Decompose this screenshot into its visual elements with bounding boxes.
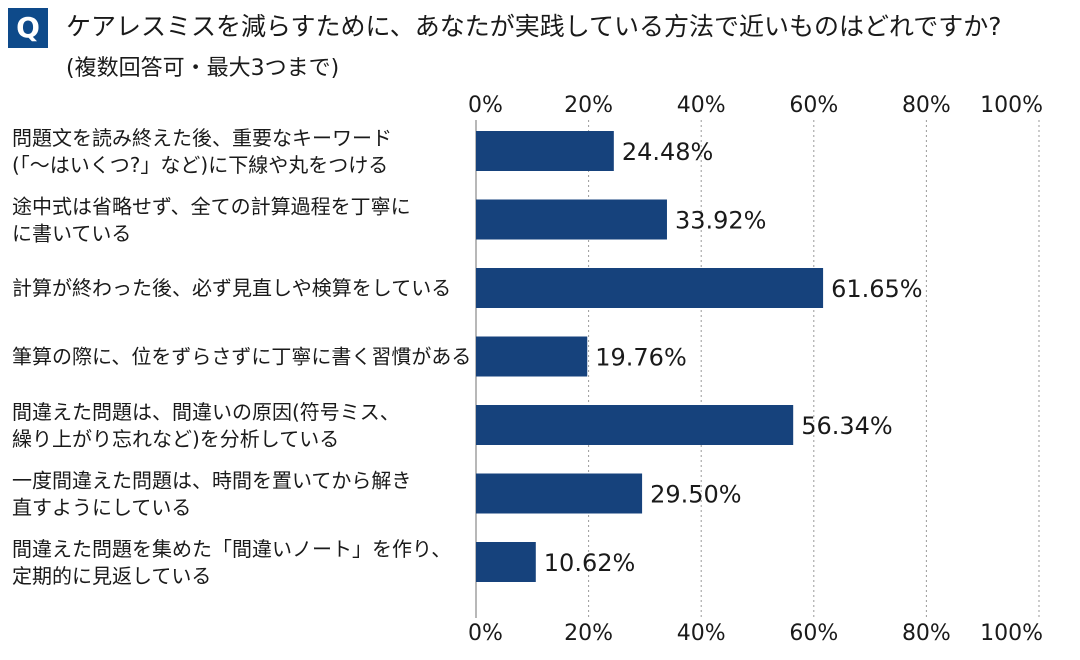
category-label: 間違えた問題は、間違いの原因(符号ミス、繰り上がり忘れなど)を分析している [12, 400, 400, 451]
tick-label-top: 100% [980, 93, 1043, 118]
category-label-line: 一度間違えた問題は、時間を置いてから解き [12, 469, 411, 493]
value-label: 10.62% [544, 549, 636, 577]
category-label: 途中式は省略せず、全ての計算過程を丁寧にに書いている [12, 195, 411, 246]
bar [476, 473, 643, 514]
question-subtitle: (複数回答可・最大3つまで) [66, 56, 340, 81]
value-label: 24.48% [622, 138, 714, 166]
tick-label-bottom: 80% [902, 621, 951, 646]
bar [476, 199, 667, 240]
category-label: 計算が終わった後、必ず見直しや検算をしている [12, 276, 451, 300]
tick-label-top: 80% [902, 93, 951, 118]
tick-label-bottom: 20% [564, 621, 613, 646]
value-label: 29.50% [650, 481, 742, 509]
tick-label-bottom: 60% [789, 621, 838, 646]
category-label: 間違えた問題を集めた「間違いノート」を作り、定期的に見返している [12, 537, 451, 588]
bar [476, 542, 536, 582]
question-badge: Q [8, 8, 48, 48]
tick-label-top: 40% [677, 93, 726, 118]
bar [476, 336, 588, 377]
value-label: 61.65% [831, 275, 923, 303]
question-title: ケアレスミスを減らすために、あなたが実践している方法で近いものはどれですか? [66, 12, 1002, 41]
bar [476, 131, 614, 171]
category-label-line: 筆算の際に、位をずらさずに丁寧に書く習慣がある [12, 345, 471, 369]
category-label-line: 問題文を読み終えた後、重要なキーワード [12, 126, 392, 150]
tick-label-bottom: 0% [468, 621, 503, 646]
bar [476, 268, 824, 308]
category-label-line: に書いている [12, 222, 131, 246]
bar [476, 405, 794, 445]
category-label: 一度間違えた問題は、時間を置いてから解き直すようにしている [12, 469, 411, 520]
value-label: 19.76% [595, 344, 687, 372]
category-label-line: 間違えた問題を集めた「間違いノート」を作り、 [12, 537, 451, 561]
tick-label-top: 20% [564, 93, 613, 118]
category-label-line: 途中式は省略せず、全ての計算過程を丁寧に [12, 195, 411, 219]
tick-label-top: 0% [468, 93, 503, 118]
value-label: 56.34% [801, 412, 893, 440]
value-label: 33.92% [675, 207, 767, 235]
category-label-line: 繰り上がり忘れなど)を分析している [12, 427, 339, 451]
category-label-line: (「〜はいくつ?」など)に下線や丸をつける [12, 153, 388, 177]
category-label: 筆算の際に、位をずらさずに丁寧に書く習慣がある [12, 345, 471, 369]
category-label: 問題文を読み終えた後、重要なキーワード (「〜はいくつ?」など)に下線や丸をつける [12, 126, 392, 177]
tick-label-bottom: 100% [980, 621, 1043, 646]
category-label-line: 間違えた問題は、間違いの原因(符号ミス、 [12, 400, 400, 424]
category-label-line: 定期的に見返している [12, 564, 211, 588]
tick-label-bottom: 40% [677, 621, 726, 646]
tick-label-top: 60% [789, 93, 838, 118]
category-label-line: 計算が終わった後、必ず見直しや検算をしている [12, 276, 451, 300]
category-label-line: 直すようにしている [12, 496, 191, 520]
